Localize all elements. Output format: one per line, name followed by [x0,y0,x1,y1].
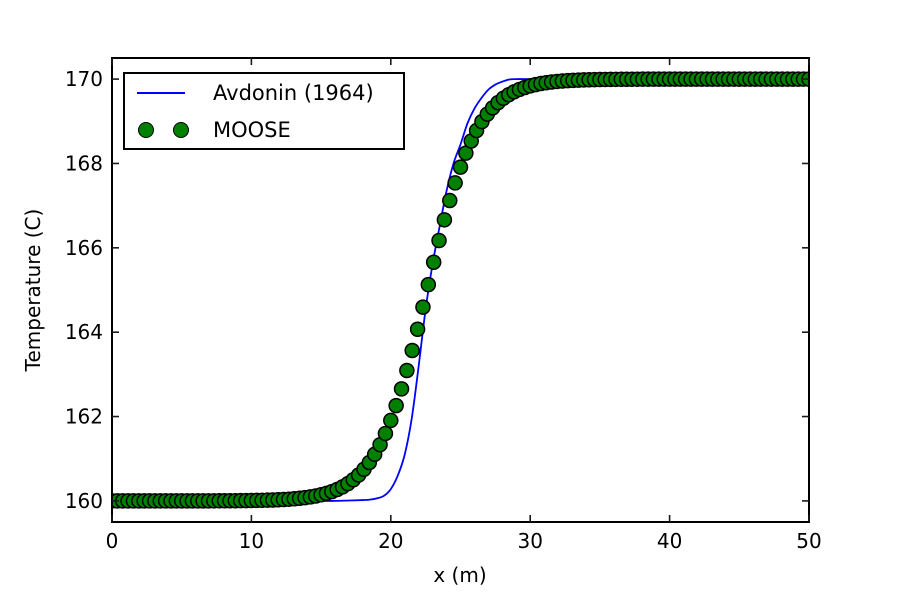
legend-label-avdonin: Avdonin (1964) [213,80,374,105]
y-tick-label: 160 [65,489,103,513]
legend-key-markers [137,120,201,140]
x-tick-label: 50 [796,529,821,553]
y-tick-label: 170 [65,67,103,91]
moose-data-point [409,321,426,337]
moose-data-point [420,276,437,293]
x-tick-label: 10 [239,529,264,553]
x-tick-label: 40 [657,529,682,553]
legend-label-moose: MOOSE [213,117,291,142]
moose-data-point [436,212,453,228]
x-tick-label: 0 [106,529,119,553]
clipped-data-group [112,71,809,509]
moose-data-point [425,254,442,271]
axes-frame [111,57,810,523]
moose-data-point [442,192,458,209]
moose-data-point [377,425,394,442]
legend: Avdonin (1964) MOOSE [123,72,405,150]
moose-data-point [383,412,399,429]
line-sample-icon [137,91,185,94]
marker-sample-icon [173,121,189,138]
moose-data-point [404,342,420,359]
x-axis-label: x (m) [433,563,486,587]
moose-data-point [388,397,404,414]
plot-axes-layer: 0 10 20 30 40 50 160 162 164 166 168 170 [65,57,822,553]
x-tick-label: 20 [378,529,403,553]
marker-sample-icon [138,121,154,138]
x-tick-label: 30 [517,529,542,553]
y-tick-label: 166 [65,236,103,260]
y-tick-label: 162 [65,405,103,429]
y-tick-label: 164 [65,320,103,344]
legend-key-line [137,83,201,103]
y-axis-label: Temperature (C) [21,209,45,373]
y-tick-label: 168 [65,151,103,175]
moose-data-point [431,232,447,249]
moose-data-point [393,381,410,397]
legend-entry-avdonin: Avdonin (1964) [125,74,403,111]
moose-data-point [452,159,469,175]
plot-data-layer [112,71,809,509]
moose-data-point [399,362,415,379]
moose-data-point [447,175,463,191]
moose-data-point [415,299,431,315]
legend-entry-moose: MOOSE [125,111,403,148]
